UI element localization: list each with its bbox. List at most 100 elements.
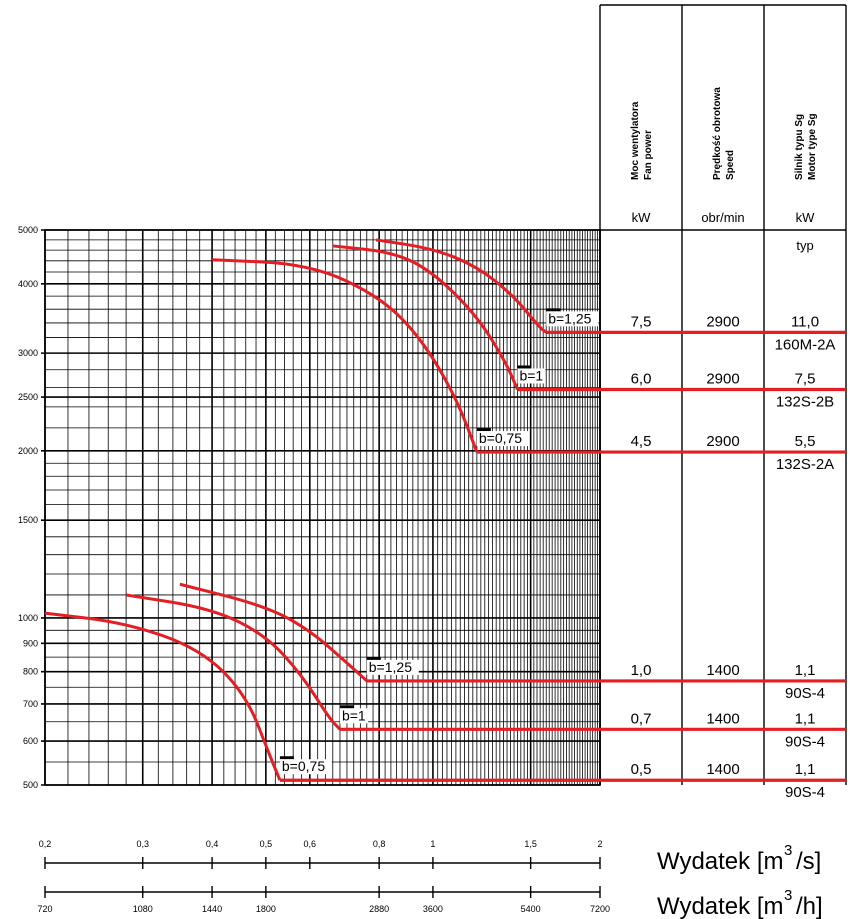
series-label-bg [546, 311, 599, 327]
x-axis-title-end: /h] [796, 893, 823, 919]
series-curve [44, 611, 282, 781]
row-speed: 2900 [706, 313, 739, 330]
series-label-bg [476, 431, 529, 447]
row-motor-type: 90S-4 [785, 784, 825, 801]
x-tick-label: 720 [37, 904, 52, 914]
series-curve [179, 582, 368, 683]
series-label-bg [279, 759, 332, 775]
series-label: b=1,25 [369, 659, 412, 675]
y-tick-label: 2500 [18, 392, 38, 402]
plot-border [44, 229, 601, 786]
x-tick-label: 2 [597, 839, 602, 849]
table-header-unit: obr/min [701, 210, 744, 225]
y-tick-label: 800 [23, 667, 38, 677]
table-header-line2: Fan power [643, 130, 654, 180]
y-tick-label: 1000 [18, 613, 38, 623]
table-lines [599, 4, 847, 785]
row-power: 1,0 [631, 662, 652, 679]
x-tick-label: 5400 [521, 904, 541, 914]
series-label: b=0,75 [479, 430, 522, 446]
series-label-bg [366, 659, 419, 675]
x-axis-m3s: 0,2 0,3 0,4 0,5 0,6 0,8 1 1,5 2 Wydatek [m 3/s] [39, 839, 822, 875]
x-axis-title: Wydatek [m [657, 893, 783, 919]
x-axis-m3h: 720 1080 1440 1800 2880 3600 5400 7200 Wydatek [… [37, 886, 823, 919]
y-tick-label: 3000 [18, 348, 38, 358]
table-header-unit: kW [632, 210, 652, 225]
row-motor-kw: 1,1 [795, 761, 816, 778]
table-header-unit2: typ [796, 238, 813, 253]
series-curve [375, 238, 548, 334]
row-speed: 1400 [706, 710, 739, 727]
y-tick-label: 5000 [18, 225, 38, 235]
series-curve [125, 593, 342, 731]
x-axis-title-end: /s] [796, 848, 821, 875]
y-tick-label: 4000 [18, 279, 38, 289]
x-tick-label: 0,8 [373, 839, 386, 849]
y-tick-label: 500 [23, 780, 38, 790]
series-label-bg [339, 708, 368, 724]
x-tick-label: 1 [430, 839, 435, 849]
series-label-bar [476, 428, 491, 432]
row-motor-type: 90S-4 [785, 685, 825, 702]
x-tick-label: 2880 [369, 904, 389, 914]
y-tick-label: 900 [23, 638, 38, 648]
y-axis-ticks: 5000 4000 3000 2500 2000 1500 1000 900 800 700 600… [18, 225, 38, 790]
x-tick-label: 1080 [133, 904, 153, 914]
x-axis-title: Wydatek [m [657, 848, 783, 875]
x-tick-label: 1440 [202, 904, 222, 914]
series-label-bar [517, 365, 532, 369]
series-label: b=1 [519, 367, 543, 383]
table-header: Prędkość obrotowa Speed [712, 87, 736, 180]
row-speed: 2900 [706, 433, 739, 450]
table-text: Moc wentylatora Fan power kW Prędkość obrot… [630, 87, 835, 801]
y-tick-label: 2000 [18, 446, 38, 456]
table-header: Moc wentylatora Fan power [630, 101, 654, 180]
table-header: Silnik typu Sg Motor type Sg [794, 113, 818, 180]
table-header-line2: Motor type Sg [807, 113, 818, 180]
y-tick-label: 600 [23, 736, 38, 746]
series-label: b=0,75 [282, 758, 325, 774]
x-tick-label: 7200 [590, 904, 610, 914]
row-motor-kw: 1,1 [795, 710, 816, 727]
x-tick-label: 0,3 [136, 839, 149, 849]
y-tick-label: 700 [23, 699, 38, 709]
operating-lines [279, 330, 846, 782]
x-tick-label: 1,5 [524, 839, 537, 849]
x-tick-label: 0,6 [304, 839, 317, 849]
row-motor-kw: 7,5 [795, 370, 816, 387]
series-label: b=1,25 [548, 310, 591, 326]
row-power: 0,7 [631, 710, 652, 727]
x-tick-label: 0,5 [260, 839, 273, 849]
row-power: 7,5 [631, 313, 652, 330]
row-motor-type: 132S-2A [776, 456, 834, 473]
x-tick-label: 1800 [256, 904, 276, 914]
table-header-line1: Silnik typu Sg [794, 114, 805, 180]
curves: b=1,25 b=1 b=0,75 b=1,25 b=1 b=0,75 [44, 238, 599, 781]
series-curve [212, 258, 479, 453]
y-tick-label: 1500 [18, 515, 38, 525]
x-axis-title-sup: 3 [784, 887, 792, 904]
row-power: 0,5 [631, 761, 652, 778]
row-power: 4,5 [631, 433, 652, 450]
row-speed: 1400 [706, 662, 739, 679]
x-tick-label: 3600 [423, 904, 443, 914]
series-label-bar [339, 705, 354, 709]
series-curve [332, 244, 519, 391]
series-label-bar [279, 756, 294, 760]
row-speed: 2900 [706, 370, 739, 387]
row-motor-type: 160M-2A [775, 336, 836, 353]
row-motor-type: 132S-2B [776, 393, 834, 410]
x-tick-label: 0,2 [39, 839, 52, 849]
table-header-line1: Moc wentylatora [630, 101, 641, 180]
table-header-unit: kW [796, 210, 816, 225]
row-motor-kw: 5,5 [795, 433, 816, 450]
table-header-line1: Prędkość obrotowa [712, 87, 723, 180]
series-label-bg [517, 368, 546, 384]
row-motor-kw: 1,1 [795, 662, 816, 679]
x-axis-title-sup: 3 [784, 842, 792, 859]
x-tick-label: 0,4 [206, 839, 219, 849]
row-motor-kw: 11,0 [791, 313, 819, 330]
row-power: 6,0 [631, 370, 652, 387]
row-motor-type: 90S-4 [785, 733, 825, 750]
